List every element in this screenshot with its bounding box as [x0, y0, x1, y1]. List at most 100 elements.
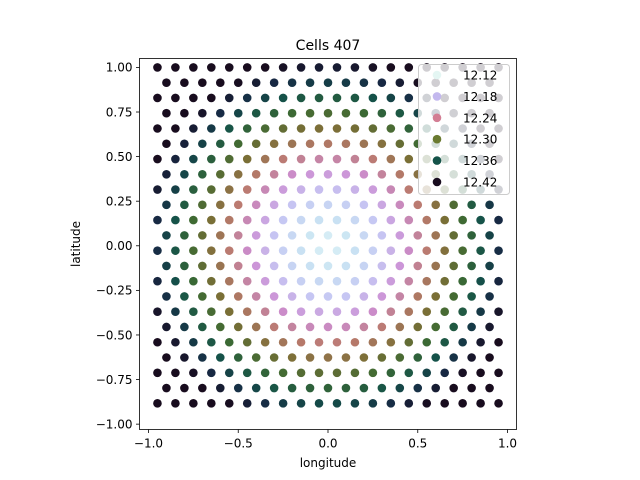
data-point: [359, 353, 369, 362]
data-point: [198, 139, 207, 149]
data-point: [260, 307, 270, 317]
data-point: [422, 246, 432, 255]
x-tick-label: 0.5: [408, 437, 427, 451]
data-point: [413, 261, 423, 271]
data-point: [314, 276, 324, 286]
data-point: [386, 337, 396, 347]
data-point: [494, 246, 503, 255]
data-point: [377, 322, 387, 332]
data-point: [207, 276, 216, 286]
data-point: [350, 124, 360, 133]
data-point: [341, 383, 351, 393]
data-point: [350, 399, 360, 408]
data-point: [207, 124, 216, 133]
data-point: [198, 261, 207, 271]
data-point: [242, 399, 252, 408]
data-point: [359, 383, 369, 393]
data-point: [233, 108, 243, 118]
data-point: [314, 154, 324, 164]
data-point: [422, 399, 432, 408]
data-point: [224, 337, 234, 347]
data-point: [269, 78, 279, 87]
legend-marker: [432, 113, 442, 123]
data-point: [278, 368, 288, 378]
data-point: [189, 368, 198, 378]
data-point: [242, 246, 252, 255]
data-point: [207, 154, 216, 164]
data-point: [153, 399, 162, 408]
data-point: [395, 231, 405, 240]
data-point: [368, 246, 378, 255]
data-point: [269, 169, 279, 179]
data-point: [467, 353, 476, 362]
data-point: [323, 78, 333, 87]
data-point: [485, 383, 494, 393]
data-point: [431, 292, 441, 301]
data-point: [207, 185, 216, 194]
data-point: [476, 307, 485, 317]
data-point: [359, 78, 369, 87]
data-point: [180, 108, 189, 118]
data-point: [386, 93, 396, 103]
data-point: [359, 261, 369, 271]
data-point: [224, 307, 234, 317]
data-point: [386, 154, 396, 164]
data-point: [269, 231, 279, 240]
data-point: [189, 63, 198, 72]
data-point: [287, 108, 297, 118]
data-point: [278, 154, 288, 164]
data-point: [377, 169, 387, 179]
data-point: [153, 154, 162, 164]
data-point: [215, 383, 225, 393]
data-point: [242, 124, 252, 133]
y-tick-label: −0.50: [96, 328, 133, 342]
data-point: [422, 307, 432, 317]
data-point: [449, 322, 458, 332]
data-point: [368, 63, 378, 72]
data-point: [180, 231, 189, 240]
data-point: [332, 185, 342, 194]
data-point: [359, 108, 369, 118]
data-point: [413, 322, 423, 332]
data-point: [332, 63, 342, 72]
data-point: [287, 261, 297, 271]
data-point: [431, 200, 441, 210]
data-point: [296, 185, 306, 194]
data-point: [269, 261, 279, 271]
data-point: [251, 108, 261, 118]
data-point: [404, 215, 414, 225]
data-point: [305, 139, 315, 149]
data-point: [251, 353, 261, 362]
x-axis-label: longitude: [300, 456, 357, 470]
data-point: [180, 261, 189, 271]
data-point: [395, 169, 405, 179]
data-point: [278, 337, 288, 347]
data-point: [224, 368, 234, 378]
data-point: [251, 231, 261, 240]
data-point: [368, 185, 378, 194]
data-point: [395, 353, 405, 362]
data-point: [260, 246, 270, 255]
data-point: [153, 124, 162, 133]
data-point: [162, 261, 171, 271]
data-point: [305, 108, 315, 118]
data-point: [171, 307, 180, 317]
data-point: [171, 63, 180, 72]
data-point: [224, 63, 234, 72]
data-point: [422, 276, 432, 286]
data-point: [153, 276, 162, 286]
data-point: [476, 276, 485, 286]
data-point: [233, 261, 243, 271]
data-point: [180, 169, 189, 179]
data-point: [251, 200, 261, 210]
data-point: [368, 368, 378, 378]
data-point: [494, 276, 503, 286]
data-point: [207, 399, 216, 408]
data-point: [171, 276, 180, 286]
data-point: [314, 246, 324, 255]
data-point: [332, 337, 342, 347]
data-point: [359, 169, 369, 179]
data-point: [341, 353, 351, 362]
data-point: [332, 215, 342, 225]
y-tick-label: 0.25: [106, 194, 133, 208]
